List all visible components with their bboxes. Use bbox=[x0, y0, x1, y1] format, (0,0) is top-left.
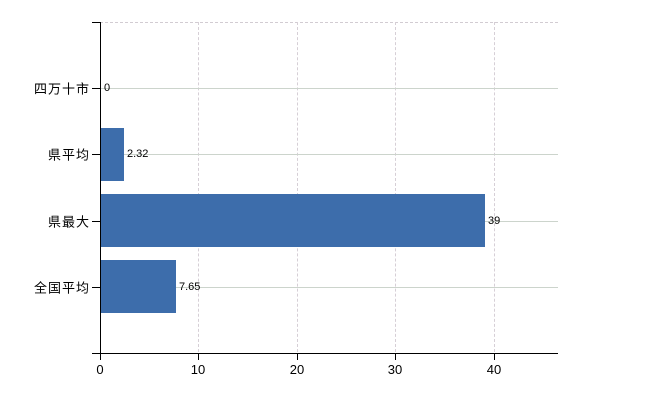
gridline-horizontal bbox=[101, 88, 558, 89]
x-tick-label: 40 bbox=[486, 362, 502, 377]
category-label: 四万十市 bbox=[33, 81, 90, 97]
x-axis-tick bbox=[100, 353, 101, 360]
category-label: 県最大 bbox=[47, 214, 90, 230]
x-tick-label: 10 bbox=[190, 362, 206, 377]
x-axis-tick bbox=[198, 353, 199, 360]
x-tick-label: 30 bbox=[387, 362, 403, 377]
gridline-vertical bbox=[493, 22, 495, 352]
gridline-horizontal bbox=[101, 154, 558, 155]
plot-top-border bbox=[100, 22, 558, 23]
gridline-horizontal bbox=[101, 287, 558, 288]
x-axis-line bbox=[100, 353, 558, 354]
bar-value-label: 39 bbox=[488, 214, 501, 227]
bar bbox=[101, 260, 176, 313]
y-axis-tick bbox=[92, 353, 100, 354]
x-axis-tick bbox=[297, 353, 298, 360]
x-axis-tick bbox=[395, 353, 396, 360]
bar bbox=[101, 194, 485, 247]
category-label: 全国平均 bbox=[33, 280, 90, 296]
x-tick-label: 0 bbox=[96, 362, 104, 377]
y-axis-tick bbox=[92, 88, 100, 89]
category-label: 県平均 bbox=[47, 147, 90, 163]
bar bbox=[101, 128, 124, 181]
y-axis-tick bbox=[92, 287, 100, 288]
x-axis-tick bbox=[494, 353, 495, 360]
y-axis-tick bbox=[92, 154, 100, 155]
gridline-vertical bbox=[395, 22, 397, 352]
bar-value-label: 7.65 bbox=[179, 280, 201, 293]
y-axis-tick bbox=[92, 221, 100, 222]
y-axis-tick bbox=[92, 22, 100, 23]
bar-value-label: 2.32 bbox=[127, 148, 149, 161]
y-axis-line bbox=[100, 22, 101, 353]
gridline-vertical bbox=[296, 22, 298, 352]
bar-value-label: 0 bbox=[104, 82, 111, 95]
x-tick-label: 20 bbox=[289, 362, 305, 377]
gridline-vertical bbox=[198, 22, 200, 352]
